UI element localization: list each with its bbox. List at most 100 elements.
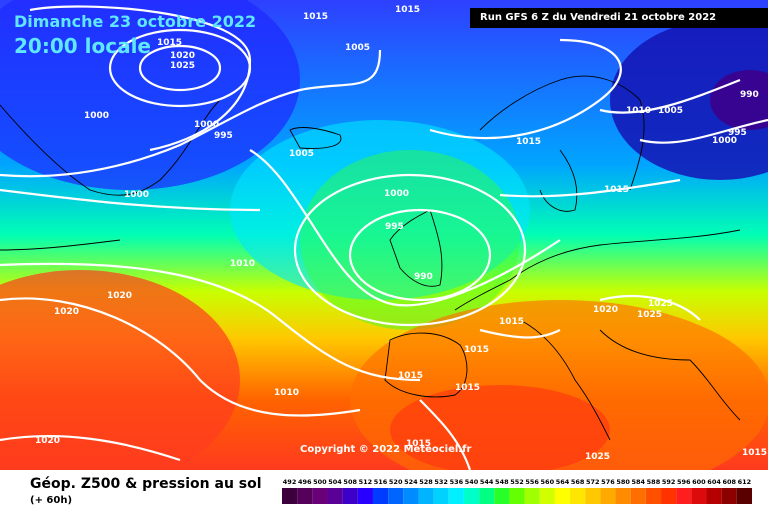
run-info: Run GFS 6 Z du Vendredi 21 octobre 2022 [470, 8, 768, 28]
forecast-range: (+ 60h) [30, 495, 73, 506]
scale-swatch [297, 488, 313, 504]
scale-label: 588 [647, 478, 661, 486]
isobar-label: 1025 [170, 61, 195, 71]
scale-label: 512 [359, 478, 373, 486]
isobar-label: 1010 [274, 388, 299, 398]
scale-swatch [645, 488, 662, 504]
map-title: Géop. Z500 & pression au sol [30, 476, 262, 492]
ridge-red-south-west [0, 270, 240, 470]
scale-swatch [327, 488, 343, 504]
isobar-label: 1005 [289, 149, 314, 159]
isobar-label: 1000 [712, 136, 737, 146]
scale-label: 580 [616, 478, 630, 486]
scale-swatch [554, 488, 571, 504]
scale-label: 612 [738, 478, 752, 486]
scale-swatch [736, 488, 752, 504]
scale-swatch [403, 488, 419, 504]
isobar-label: 1020 [54, 307, 79, 317]
scale-label: 556 [525, 478, 539, 486]
scale-swatch [676, 488, 692, 504]
isobar-label: 1000 [124, 190, 149, 200]
scale-swatch [357, 488, 373, 504]
forecast-time: 20:00 locale [14, 34, 151, 58]
scale-swatch [539, 488, 555, 504]
trough-green [300, 150, 520, 330]
isobar-label: 1025 [585, 452, 610, 462]
scale-swatch [706, 488, 722, 504]
scale-label: 492 [283, 478, 297, 486]
isobar-label: 1005 [658, 106, 683, 116]
scale-swatch [282, 488, 298, 504]
isobar-label: 1025 [637, 310, 662, 320]
isobar-label: 990 [740, 90, 759, 100]
scale-label: 528 [419, 478, 433, 486]
forecast-date: Dimanche 23 octobre 2022 [14, 12, 257, 31]
isobar-label: 1015 [406, 439, 431, 449]
isobar-label: 1025 [648, 299, 673, 309]
ridge-red-south [390, 385, 610, 470]
isobar-label: 995 [728, 128, 747, 138]
isobar-label: 1015 [303, 12, 328, 22]
isobar-label: 1000 [84, 111, 109, 121]
scale-label: 508 [343, 478, 357, 486]
scale-label: 536 [450, 478, 464, 486]
scale-label: 540 [465, 478, 479, 486]
scale-label: 568 [571, 478, 585, 486]
scale-label: 596 [677, 478, 691, 486]
isobar-label: 1015 [464, 345, 489, 355]
isobar-label: 1015 [516, 137, 541, 147]
scale-label: 560 [541, 478, 555, 486]
isobar-label: 995 [214, 131, 233, 141]
isobar-label: 1005 [345, 43, 370, 53]
scale-swatch [418, 488, 434, 504]
scale-label: 520 [389, 478, 403, 486]
scale-swatch [585, 488, 601, 504]
scale-swatch [600, 488, 616, 504]
scale-label: 552 [510, 478, 524, 486]
scale-label: 524 [404, 478, 418, 486]
isobar-label: 1015 [395, 5, 420, 15]
isobar-labels: 1015 1015 1015 1020 1025 1005 1000 1000 … [35, 5, 767, 462]
scale-swatch [721, 488, 737, 504]
scale-label: 584 [632, 478, 646, 486]
scale-swatch [494, 488, 510, 504]
scale-swatch [342, 488, 358, 504]
isobar-label: 1015 [604, 185, 629, 195]
coastlines [0, 75, 741, 441]
scale-swatch [509, 488, 525, 504]
isobar-label: 1015 [398, 371, 423, 381]
isobar-label: 1020 [107, 291, 132, 301]
isobar-label: 1020 [170, 51, 195, 61]
weather-map: 1015 1015 1015 1020 1025 1005 1000 1000 … [0, 0, 768, 470]
scale-swatch [661, 488, 677, 504]
scale-label: 600 [692, 478, 706, 486]
copyright: Copyright © 2022 Meteociel.fr [300, 444, 472, 455]
scale-swatch [479, 488, 495, 504]
scale-swatch [524, 488, 540, 504]
scale-swatch [372, 488, 389, 504]
scale-swatch [448, 488, 464, 504]
isobar-label: 1015 [455, 383, 480, 393]
scale-label: 608 [722, 478, 736, 486]
scale-label: 516 [374, 478, 388, 486]
isobar-label: 1010 [230, 259, 255, 269]
isobars [0, 5, 768, 470]
isobar-label: 1015 [157, 38, 182, 48]
scale-swatch [630, 488, 646, 504]
low-zone-north-west [0, 0, 300, 190]
scale-label: 604 [707, 478, 721, 486]
scale-swatch [615, 488, 631, 504]
isobar-label: 1020 [35, 436, 60, 446]
isobar-label: 995 [385, 222, 404, 232]
scale-swatch [463, 488, 480, 504]
scale-swatch [312, 488, 328, 504]
scale-label: 564 [556, 478, 570, 486]
scale-swatch [691, 488, 707, 504]
scale-label: 544 [480, 478, 494, 486]
scale-label: 576 [601, 478, 615, 486]
scale-swatch [433, 488, 449, 504]
scale-label: 500 [313, 478, 327, 486]
scale-label: 548 [495, 478, 509, 486]
isobar-label: 1000 [384, 189, 409, 199]
